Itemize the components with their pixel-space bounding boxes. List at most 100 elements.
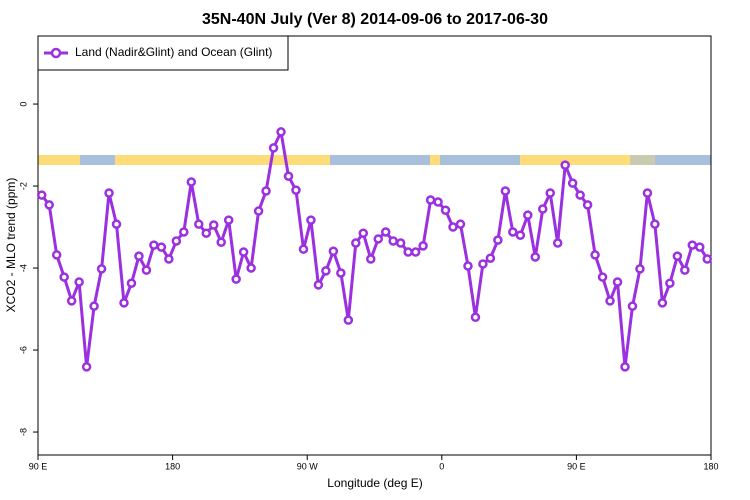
point xyxy=(590,250,600,260)
point xyxy=(455,219,466,229)
x-tick-label: 90 E xyxy=(567,461,586,471)
point xyxy=(74,277,84,287)
point xyxy=(560,160,570,170)
point xyxy=(538,204,548,214)
point xyxy=(171,236,182,246)
point xyxy=(283,171,294,181)
point xyxy=(597,272,608,282)
point xyxy=(104,188,114,198)
ocean-strip xyxy=(655,155,711,165)
point xyxy=(201,228,211,238)
point xyxy=(298,244,309,254)
point xyxy=(66,296,77,306)
point xyxy=(403,247,413,257)
point xyxy=(246,263,256,273)
point xyxy=(515,230,526,241)
point xyxy=(156,242,167,252)
point xyxy=(44,200,54,210)
land-strip xyxy=(115,155,330,165)
point xyxy=(680,265,690,275)
point xyxy=(268,143,279,153)
point xyxy=(253,206,264,216)
legend-label: Land (Nadir&Glint) and Ocean (Glint) xyxy=(75,45,272,59)
legend-marker xyxy=(50,47,62,59)
point xyxy=(508,227,518,237)
y-tick-label: -6 xyxy=(18,346,28,354)
land-strip xyxy=(38,155,80,165)
point xyxy=(231,274,241,284)
point xyxy=(343,315,354,325)
point xyxy=(665,278,675,288)
point xyxy=(567,178,578,188)
point xyxy=(134,251,144,261)
point xyxy=(36,190,47,200)
series-line xyxy=(40,126,709,368)
point xyxy=(627,301,638,311)
point xyxy=(291,185,301,195)
point xyxy=(351,238,361,248)
land-strip xyxy=(520,155,630,165)
point xyxy=(111,219,122,229)
point xyxy=(523,210,533,220)
legend-box xyxy=(37,35,289,71)
point xyxy=(149,240,159,250)
point xyxy=(313,280,324,290)
point xyxy=(575,190,585,200)
point xyxy=(672,251,683,261)
point xyxy=(126,278,137,288)
y-tick-label: -2 xyxy=(18,182,28,190)
x-tick-label: 180 xyxy=(165,461,180,471)
point xyxy=(702,254,713,264)
point xyxy=(552,238,563,248)
point xyxy=(463,261,473,271)
point xyxy=(582,200,593,210)
point xyxy=(620,362,630,372)
point xyxy=(51,250,62,260)
point xyxy=(410,247,421,257)
point xyxy=(81,362,92,372)
point xyxy=(695,242,705,252)
point xyxy=(605,296,615,306)
point xyxy=(321,266,331,276)
point xyxy=(478,259,488,269)
point xyxy=(657,298,668,308)
point xyxy=(358,228,369,238)
point xyxy=(261,186,271,196)
point xyxy=(208,220,219,230)
mixed-strip xyxy=(630,155,655,165)
point xyxy=(336,268,346,278)
point xyxy=(545,188,555,198)
point xyxy=(306,215,316,225)
point xyxy=(141,265,152,275)
point xyxy=(470,312,481,322)
point xyxy=(328,246,339,256)
point xyxy=(380,227,391,237)
point xyxy=(164,254,174,264)
ocean-strip xyxy=(440,155,520,165)
point xyxy=(433,197,443,207)
point xyxy=(635,264,645,274)
point xyxy=(216,237,226,247)
point xyxy=(493,235,503,245)
point xyxy=(223,215,234,225)
point xyxy=(179,227,189,237)
point xyxy=(500,186,511,196)
plot-frame xyxy=(37,35,712,456)
point xyxy=(642,188,653,198)
point xyxy=(418,241,428,251)
point xyxy=(96,264,107,274)
point xyxy=(194,219,204,229)
land-strip xyxy=(430,155,440,165)
point xyxy=(485,253,496,263)
y-tick-label: 0 xyxy=(18,102,28,107)
point xyxy=(650,219,660,229)
ocean-strip xyxy=(330,155,430,165)
point xyxy=(687,240,698,250)
x-axis-label: Longitude (deg E) xyxy=(327,476,422,490)
chart-title: 35N-40N July (Ver 8) 2014-09-06 to 2017-… xyxy=(202,11,548,28)
x-tick-label: 90 E xyxy=(29,461,48,471)
point xyxy=(388,236,398,246)
point xyxy=(186,177,197,187)
point xyxy=(373,234,383,244)
